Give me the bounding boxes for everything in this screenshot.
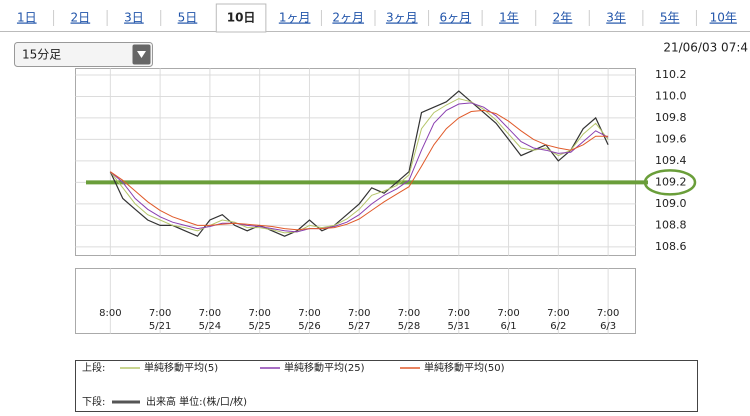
x-tick-date: 5/31	[448, 321, 470, 332]
legend-lower-label: 下段:	[82, 395, 105, 408]
dropdown[interactable]: 15分足	[14, 42, 153, 67]
x-tick-label: 7:00	[547, 308, 569, 319]
x-tick-label: 7:00	[348, 308, 370, 319]
y-tick-label: 109.8	[655, 111, 687, 124]
y-tick-label: 109.2	[655, 175, 687, 188]
y-tick-label: 109.0	[655, 197, 687, 210]
x-tick-label: 7:00	[199, 308, 221, 319]
x-tick-label: 7:00	[149, 308, 171, 319]
legend-label: 単純移動平均(5)	[144, 361, 218, 374]
x-tick-label: 7:00	[497, 308, 519, 319]
tab[interactable]: 3ヶ月	[386, 11, 418, 25]
volume-panel	[75, 268, 636, 334]
y-tick-label: 108.8	[655, 218, 687, 231]
tab[interactable]: 5年	[660, 11, 680, 25]
x-tick-date: 5/26	[298, 321, 320, 332]
y-tick-label: 110.2	[655, 68, 687, 81]
tab[interactable]: 1ヶ月	[279, 11, 311, 25]
tab[interactable]: 2日	[71, 11, 91, 25]
dropdown-label[interactable]: 15分足	[22, 48, 61, 62]
tab-bar: 1日 2日 3日 5日 10日 1ヶ月 2ヶ月 3ヶ月 6ヶ月 1年 2年 3年 5年 10年	[17, 3, 737, 33]
dropdown-arrow	[137, 51, 146, 58]
x-tick-label: 7:00	[398, 308, 420, 319]
y-tick-label: 108.6	[655, 240, 687, 253]
legend-label: 単純移動平均(25)	[284, 361, 365, 374]
tab[interactable]: 10年	[710, 11, 737, 25]
x-tick-label: 8:00	[99, 308, 121, 319]
tab[interactable]: 1年	[499, 11, 519, 25]
x-tick-date: 5/21	[149, 321, 171, 332]
tab[interactable]: 3年	[606, 11, 626, 25]
legend-label: 単純移動平均(50)	[424, 361, 505, 374]
x-tick-date: 5/24	[199, 321, 221, 332]
y-tick-label: 109.4	[655, 154, 687, 167]
y-tick-label: 109.6	[655, 132, 687, 145]
x-tick-date: 5/28	[398, 321, 420, 332]
active-tab[interactable]	[215, 3, 267, 33]
tab[interactable]: 3日	[124, 11, 144, 25]
x-tick-date: 6/1	[501, 321, 517, 332]
dropdown-box[interactable]	[14, 42, 153, 67]
tab[interactable]: 5日	[178, 11, 198, 25]
x-tick-label: 7:00	[448, 308, 470, 319]
legend-box	[75, 360, 698, 412]
x-tick-label: 7:00	[298, 308, 320, 319]
moving-average-line	[109, 102, 609, 233]
tab[interactable]: 1日	[17, 11, 37, 25]
x-tick-label: 7:00	[248, 308, 270, 319]
x-tick-label: 7:00	[597, 308, 619, 319]
timestamp: 21/06/03 07:4	[663, 41, 748, 55]
tab[interactable]: 2年	[553, 11, 573, 25]
y-tick-label: 110.0	[655, 89, 687, 102]
tab[interactable]: 2ヶ月	[332, 11, 364, 25]
x-tick-date: 6/2	[550, 321, 566, 332]
plot: 108.6 108.8 109.0 109.2 109.4 109.6 109.8 110.0…	[75, 68, 697, 408]
x-tick-date: 6/3	[600, 321, 616, 332]
tab[interactable]: 10日	[227, 11, 256, 25]
highlight-circle	[643, 169, 697, 196]
legend-label: 出来高 単位:(株/口/枚)	[146, 395, 247, 408]
tab[interactable]: 6ヶ月	[440, 11, 472, 25]
price-panel	[75, 68, 636, 256]
legend-upper-label: 上段:	[82, 361, 105, 374]
moving-average-line	[110, 109, 609, 231]
x-tick-date: 5/27	[348, 321, 370, 332]
price-line	[109, 90, 609, 237]
moving-average-line	[109, 98, 609, 234]
x-tick-date: 5/25	[248, 321, 270, 332]
